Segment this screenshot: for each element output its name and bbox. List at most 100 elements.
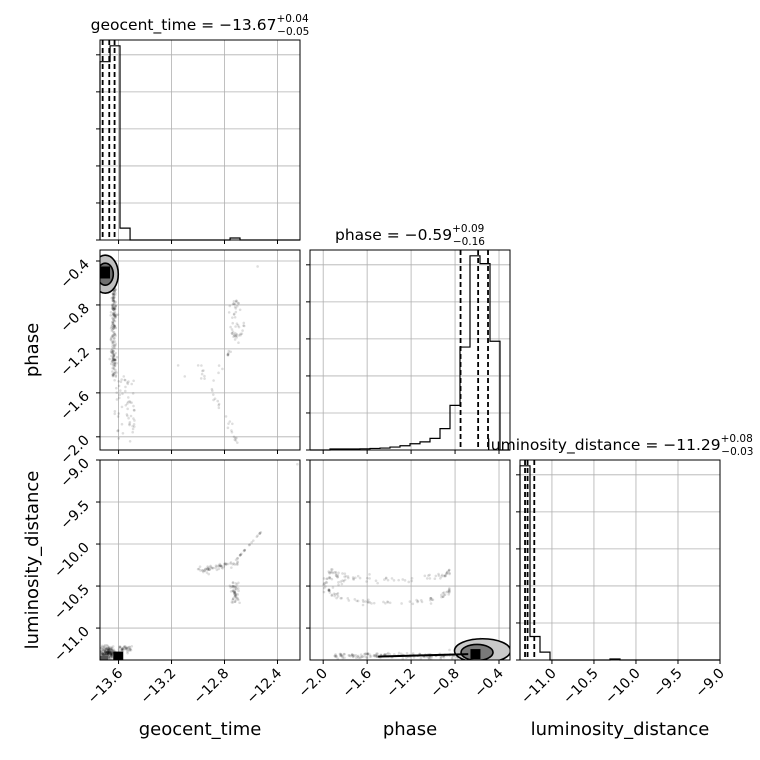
sample-point bbox=[104, 650, 107, 653]
sample-point bbox=[361, 655, 365, 658]
sample-point bbox=[106, 648, 110, 652]
sample-point bbox=[117, 648, 121, 651]
sample-point bbox=[473, 660, 476, 663]
sample-point bbox=[113, 364, 117, 368]
sample-point bbox=[111, 302, 114, 306]
sample-point bbox=[211, 566, 215, 570]
sample-point bbox=[337, 580, 340, 584]
sample-point bbox=[334, 574, 338, 577]
sample-point bbox=[206, 568, 210, 572]
sample-point bbox=[327, 589, 331, 593]
density-contour bbox=[100, 254, 120, 294]
sample-point bbox=[109, 362, 113, 366]
sample-point bbox=[386, 600, 389, 603]
sample-point bbox=[205, 571, 209, 574]
sample-point bbox=[444, 574, 447, 578]
sample-point bbox=[235, 334, 238, 337]
sample-point bbox=[119, 380, 123, 384]
sample-point bbox=[235, 322, 239, 326]
sample-point bbox=[206, 568, 209, 571]
sample-point bbox=[124, 403, 128, 407]
sample-point bbox=[183, 375, 187, 378]
sample-point bbox=[105, 650, 109, 654]
sample-point bbox=[109, 648, 112, 651]
sample-point bbox=[358, 576, 362, 580]
sample-point bbox=[233, 563, 237, 566]
sample-point bbox=[95, 267, 98, 270]
sample-point bbox=[328, 575, 331, 579]
sample-point bbox=[112, 318, 115, 322]
sample-point bbox=[233, 591, 237, 594]
sample-point bbox=[132, 422, 136, 426]
sample-point bbox=[113, 314, 116, 318]
sample-point bbox=[328, 571, 331, 574]
sample-point bbox=[234, 300, 238, 304]
density-contour bbox=[100, 262, 115, 286]
sample-point bbox=[341, 572, 344, 575]
sample-point bbox=[237, 589, 240, 593]
sample-point bbox=[471, 660, 474, 663]
sample-point bbox=[296, 462, 299, 466]
sample-point bbox=[211, 393, 215, 396]
sample-point bbox=[110, 653, 113, 657]
sample-point bbox=[327, 588, 331, 592]
sample-point bbox=[235, 299, 238, 303]
sample-point bbox=[117, 437, 121, 440]
sample-point bbox=[227, 349, 231, 353]
sample-point bbox=[416, 599, 420, 603]
sample-point bbox=[447, 569, 451, 573]
sample-point bbox=[103, 650, 107, 654]
sample-point bbox=[104, 643, 107, 647]
panel-frame-phase bbox=[309, 249, 511, 451]
sample-point bbox=[114, 304, 118, 308]
sample-point bbox=[206, 567, 210, 571]
sample-point bbox=[328, 576, 331, 580]
sample-point bbox=[110, 654, 114, 657]
sample-point bbox=[379, 653, 383, 657]
sample-point bbox=[111, 374, 115, 378]
sample-point bbox=[120, 378, 123, 381]
sample-point bbox=[241, 329, 244, 332]
sample-point bbox=[107, 651, 110, 654]
sample-point bbox=[366, 652, 370, 656]
sample-point bbox=[111, 370, 114, 373]
sample-point bbox=[358, 656, 362, 660]
sample-point bbox=[341, 654, 344, 658]
sample-point bbox=[123, 645, 127, 648]
sample-point bbox=[333, 594, 336, 598]
sample-point bbox=[120, 422, 124, 426]
sample-point bbox=[102, 648, 106, 652]
sample-point bbox=[109, 645, 113, 649]
sample-point bbox=[330, 594, 334, 597]
sample-point bbox=[124, 385, 127, 389]
sample-point bbox=[113, 324, 116, 328]
sample-point bbox=[105, 653, 108, 656]
sample-point bbox=[112, 649, 116, 653]
sample-point bbox=[112, 306, 116, 310]
sample-point bbox=[242, 324, 246, 328]
sample-point bbox=[115, 362, 118, 365]
sample-point bbox=[111, 299, 114, 302]
sample-point bbox=[118, 645, 122, 649]
title-value: phase = −0.59 bbox=[335, 226, 452, 244]
sample-point bbox=[235, 583, 239, 586]
sample-point bbox=[411, 602, 415, 606]
sample-point bbox=[450, 656, 454, 660]
sample-point bbox=[103, 653, 106, 657]
sample-point bbox=[112, 293, 115, 297]
sample-point bbox=[112, 299, 115, 303]
xtick-label-geocent_time: −12.8 bbox=[191, 666, 233, 708]
sample-point bbox=[425, 577, 429, 580]
sample-point bbox=[217, 406, 221, 410]
sample-point bbox=[114, 375, 118, 378]
sample-point bbox=[110, 653, 114, 656]
sample-point bbox=[110, 341, 114, 344]
sample-point bbox=[235, 562, 239, 566]
sample-point bbox=[204, 567, 207, 571]
sample-point bbox=[113, 319, 117, 323]
sample-point bbox=[410, 576, 414, 580]
sample-point bbox=[112, 306, 115, 310]
sample-point bbox=[372, 601, 376, 605]
sample-point bbox=[357, 656, 360, 660]
sample-point bbox=[113, 307, 117, 311]
